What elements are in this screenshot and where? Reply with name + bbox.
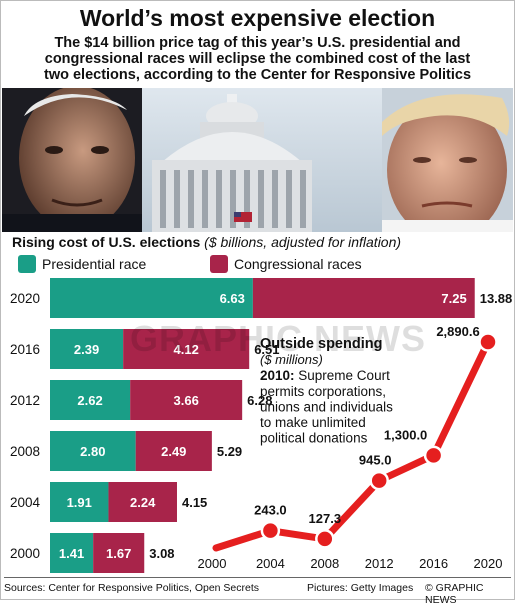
subtitle-line-2: congressional races will eclipse the com… xyxy=(44,51,471,67)
legend-item-presidential: Presidential race xyxy=(18,255,146,273)
annotation-line-2: permits corporations, xyxy=(260,384,386,399)
value-label-total-2008: 5.29 xyxy=(217,444,242,459)
x-tick-label-2004: 2004 xyxy=(256,556,285,571)
line-chart-unit: ($ millions) xyxy=(260,352,323,367)
bar-congressional-2004 xyxy=(108,482,177,522)
category-label-2008: 2008 xyxy=(10,444,40,459)
category-label-2020: 2020 xyxy=(10,291,40,306)
value-label-total-2020: 13.88 xyxy=(480,291,513,306)
annotation-line-3: unions and individuals xyxy=(260,400,393,415)
value-label-total-2012: 6.28 xyxy=(247,393,272,408)
category-label-2012: 2012 xyxy=(10,393,40,408)
value-label-presidential-2016: 2.39 xyxy=(74,342,99,357)
value-label-presidential-2000: 1.41 xyxy=(59,546,84,561)
x-tick-label-2020: 2020 xyxy=(474,556,503,571)
x-tick-label-2008: 2008 xyxy=(310,556,339,571)
bar-presidential-2004 xyxy=(50,482,109,522)
value-label-outside-spending-2004: 243.0 xyxy=(254,503,287,518)
bar-congressional-2008 xyxy=(135,431,212,471)
point-outside-spending-2012 xyxy=(369,470,389,491)
value-label-outside-spending-2020: 2,890.6 xyxy=(436,324,479,339)
chart-heading-text: Rising cost of U.S. elections xyxy=(12,234,201,250)
x-tick-label-2012: 2012 xyxy=(365,556,394,571)
footer-divider xyxy=(4,577,511,578)
category-label-2000: 2000 xyxy=(10,546,40,561)
point-outside-spending-2004 xyxy=(260,520,281,541)
value-label-total-2004: 4.15 xyxy=(182,495,207,510)
annotation-year: 2010: xyxy=(260,368,298,383)
value-label-congressional-2004: 2.24 xyxy=(130,495,156,510)
chart-heading: Rising cost of U.S. elections ($ billion… xyxy=(12,234,401,250)
point-outside-spending-2020 xyxy=(478,332,498,352)
left-portrait xyxy=(2,88,142,232)
bar-congressional-2016 xyxy=(123,329,250,369)
chart-heading-unit: ($ billions, adjusted for inflation) xyxy=(204,234,402,250)
footer-pictures: Pictures: Getty Images xyxy=(307,582,414,594)
value-label-congressional-2020: 7.25 xyxy=(441,291,466,306)
value-label-total-2016: 6.51 xyxy=(254,342,279,357)
value-label-outside-spending-2016: 1,300.0 xyxy=(384,427,427,442)
chart-area: 2020 6.63 7.25 13.88 2016 2.39 4.12 6.51 2012 2.6… xyxy=(10,278,513,573)
category-label-2004: 2004 xyxy=(10,495,41,510)
value-label-outside-spending-2008: 127.3 xyxy=(309,511,342,526)
value-label-outside-spending-2012: 945.0 xyxy=(359,453,392,468)
legend-item-congressional: Congressional races xyxy=(210,255,362,273)
annotation-line-1: 2010: Supreme Court xyxy=(260,368,390,383)
bar-congressional-2000 xyxy=(93,533,145,573)
value-label-congressional-2012: 3.66 xyxy=(174,393,199,408)
watermark-text: GRAPHIC NEWS xyxy=(130,318,427,359)
bar-presidential-2020 xyxy=(50,278,253,318)
legend-label-presidential: Presidential race xyxy=(42,256,147,272)
x-tick-label-2016: 2016 xyxy=(419,556,448,571)
annotation-line-1-text: Supreme Court xyxy=(298,368,390,383)
value-label-presidential-2020: 6.63 xyxy=(220,291,245,306)
value-label-presidential-2012: 2.62 xyxy=(77,393,102,408)
x-tick-label-2000: 2000 xyxy=(198,556,227,571)
legend-swatch-presidential xyxy=(18,255,36,273)
value-label-total-2000: 3.08 xyxy=(149,546,174,561)
bar-presidential-2016 xyxy=(50,329,124,369)
bar-presidential-2012 xyxy=(50,380,131,420)
point-outside-spending-2008 xyxy=(315,529,335,549)
value-label-congressional-2016: 4.12 xyxy=(174,342,199,357)
footer-credit: © GRAPHIC NEWS xyxy=(425,582,484,606)
value-label-congressional-2000: 1.67 xyxy=(106,546,131,561)
legend-swatch-congressional xyxy=(210,255,228,273)
legend-label-congressional: Congressional races xyxy=(234,256,362,272)
subtitle-line-3: two elections, according to the Center f… xyxy=(43,67,472,83)
bar-congressional-2020 xyxy=(252,278,475,318)
category-label-2016: 2016 xyxy=(10,342,40,357)
value-label-presidential-2008: 2.80 xyxy=(80,444,105,459)
bar-presidential-2008 xyxy=(50,431,136,471)
page-subtitle: The $14 billion price tag of this year’s… xyxy=(0,35,515,83)
bar-presidential-2000 xyxy=(50,533,94,573)
annotation-line-5: political donations xyxy=(260,431,368,446)
line-chart-title: Outside spending xyxy=(260,336,382,352)
footer-sources: Sources: Center for Responsive Politics,… xyxy=(4,582,260,594)
subtitle-line-1: The $14 billion price tag of this year’s… xyxy=(54,35,461,51)
annotation-line-4: to make unlimited xyxy=(260,415,366,430)
point-outside-spending-2016 xyxy=(423,445,444,466)
capitol-dome xyxy=(152,94,312,232)
header-photo xyxy=(2,88,513,232)
bar-congressional-2012 xyxy=(130,380,243,420)
page-title: World’s most expensive election xyxy=(79,5,436,31)
value-label-congressional-2008: 2.49 xyxy=(161,444,186,459)
value-label-presidential-2004: 1.91 xyxy=(67,495,92,510)
right-portrait xyxy=(382,88,513,232)
